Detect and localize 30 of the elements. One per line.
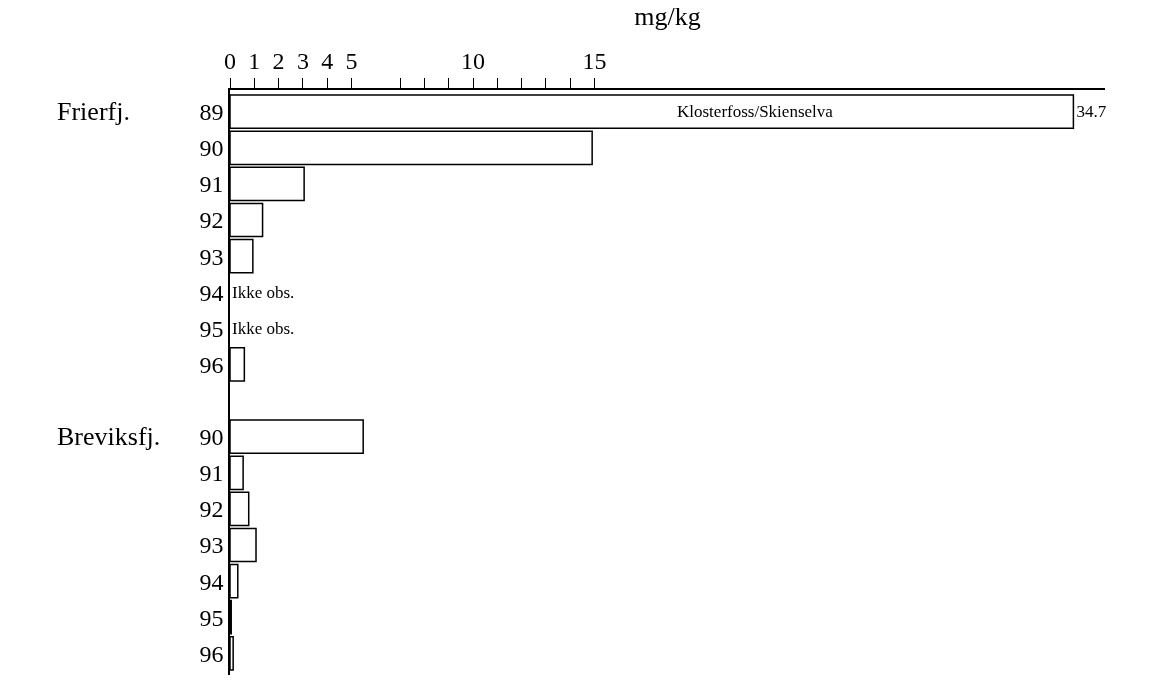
y-tick-label: 90: [199, 424, 224, 451]
y-tick-label: 96: [199, 351, 224, 378]
x-tick-label: 0: [224, 47, 236, 74]
y-tick-label: 90: [199, 135, 224, 162]
x-tick-label: 10: [461, 47, 486, 74]
y-tick-label: 91: [199, 171, 224, 198]
text: Frierfj.: [57, 97, 130, 126]
x-tick-label: 5: [345, 47, 358, 74]
y-tick-label: 93: [199, 532, 224, 559]
data-label: 34.7: [1076, 102, 1107, 122]
y-tick-label: 95: [199, 315, 224, 342]
x-tick-label: 2: [272, 47, 285, 74]
y-tick-label: 94: [199, 568, 224, 595]
x-axis-title: mg/kg: [634, 1, 701, 31]
text: Breviksfj.: [57, 422, 161, 451]
y-tick-label: 92: [199, 207, 224, 234]
x-tick-label: 1: [248, 47, 261, 74]
y-tick-label: 89: [199, 99, 224, 126]
y-tick-label: 96: [199, 640, 224, 667]
text: Ikke obs.: [232, 319, 295, 338]
x-tick-label: 3: [296, 47, 309, 74]
annotation: Klosterfoss/Skienselva: [677, 102, 834, 121]
y-tick-label: 94: [199, 279, 224, 306]
x-tick-label: 15: [582, 47, 607, 74]
text: Ikke obs.: [232, 283, 295, 302]
x-tick-label: 4: [321, 47, 334, 74]
y-tick-label: 91: [199, 460, 224, 487]
y-tick-label: 95: [199, 604, 224, 631]
y-tick-label: 92: [199, 496, 224, 523]
y-tick-label: 93: [199, 243, 224, 270]
